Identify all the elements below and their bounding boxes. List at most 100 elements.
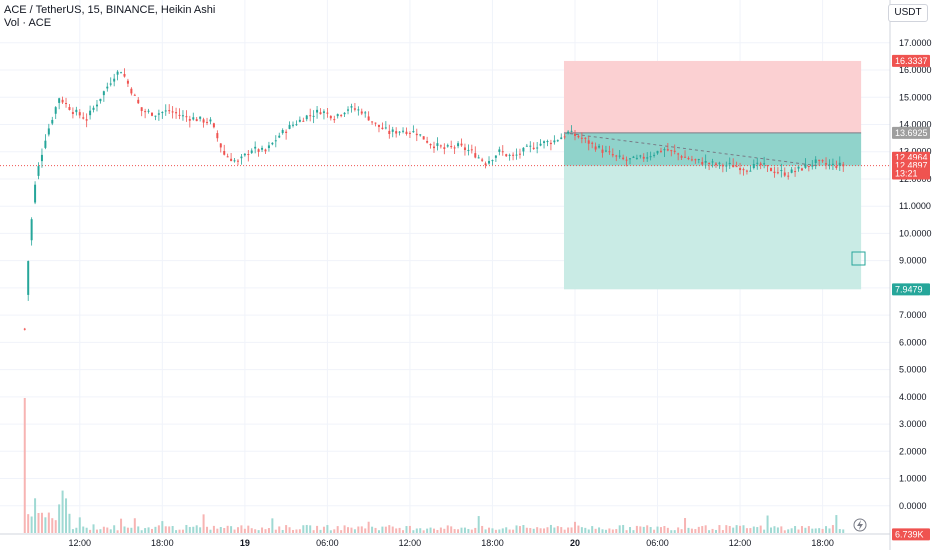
candle-body <box>728 162 731 164</box>
y-tick-label: 11.0000 <box>899 201 931 211</box>
candle-body <box>422 136 425 140</box>
candle-body <box>601 149 604 153</box>
volume-bar <box>274 529 277 533</box>
currency-button[interactable]: USDT <box>888 4 928 22</box>
candle-body <box>147 110 150 112</box>
candle-body <box>783 172 786 176</box>
candle-body <box>714 163 717 165</box>
candle-body <box>353 108 356 110</box>
volume-bar <box>92 524 95 533</box>
candle-body <box>505 154 508 157</box>
candle-body <box>539 143 542 146</box>
volume-bar <box>133 518 136 533</box>
volume-bar <box>147 527 150 533</box>
x-tick-label: 06:00 <box>646 538 669 548</box>
candle-body <box>267 145 270 149</box>
volume-bar <box>659 527 662 533</box>
volume-bar <box>426 528 429 533</box>
candle-body <box>656 150 659 154</box>
candle-body <box>295 124 298 126</box>
volume-bar <box>525 527 528 533</box>
volume-bar <box>828 528 831 533</box>
volume-bar <box>261 527 264 533</box>
y-tick-label: 3.0000 <box>899 419 927 429</box>
candle-body <box>512 154 515 156</box>
volume-bar <box>618 525 621 533</box>
candle-body <box>690 159 693 161</box>
candle-body <box>745 170 748 172</box>
candle-body <box>133 94 136 96</box>
x-tick-label: 12:00 <box>69 538 92 548</box>
volume-bar <box>677 527 680 533</box>
volume-bar <box>450 526 453 533</box>
candle-body <box>154 115 157 117</box>
candle-body <box>336 114 339 117</box>
candle-body <box>446 145 449 147</box>
candle-body <box>800 168 803 171</box>
candle-body <box>68 107 71 110</box>
volume-bar <box>642 526 645 533</box>
volume-bar <box>364 528 367 533</box>
candle-body <box>377 124 380 127</box>
candle-body <box>305 115 308 120</box>
volume-bar <box>154 526 157 533</box>
candle-body <box>831 163 834 165</box>
candle-body <box>202 119 205 123</box>
chart-legend: ACE / TetherUS, 15, BINANCE, Heikin Ashi… <box>4 4 215 30</box>
volume-bar <box>212 525 215 533</box>
price-axis: 17.000016.000015.000014.000013.000012.00… <box>889 0 932 550</box>
candle-body <box>780 170 783 172</box>
candle-body <box>804 164 807 168</box>
volume-bar <box>477 516 480 533</box>
volume-bar <box>639 526 642 533</box>
candle-body <box>192 117 195 120</box>
volume-bar <box>838 529 841 533</box>
volume-bar <box>123 526 126 533</box>
volume-bar <box>759 525 762 533</box>
candle-body <box>168 110 171 112</box>
volume-bar <box>804 527 807 533</box>
volume-bar <box>725 525 728 533</box>
candle-body <box>178 114 181 116</box>
candle-body <box>302 120 305 122</box>
volume-bar <box>171 526 174 533</box>
candle-body <box>161 112 164 114</box>
volume-bar <box>85 527 88 533</box>
volume-bar <box>267 528 270 533</box>
volume-bar <box>818 528 821 533</box>
candle-body <box>188 119 191 121</box>
volume-bar <box>336 526 339 533</box>
candle-body <box>766 165 769 167</box>
last-price-tag: 12.4897 <box>895 161 928 171</box>
volume-bar <box>271 518 274 533</box>
volume-bar <box>405 526 408 533</box>
candle-body <box>285 131 288 133</box>
candle-body <box>470 149 473 151</box>
candle-body <box>288 125 291 129</box>
volume-bar <box>285 525 288 533</box>
volume-bar <box>233 529 236 533</box>
volume-bar <box>240 525 243 533</box>
volume-bar <box>99 529 102 533</box>
y-tick-label: 6.0000 <box>899 337 927 347</box>
volume-bar <box>543 528 546 533</box>
volume-bar <box>71 529 74 533</box>
candle-body <box>684 156 687 158</box>
volume-bar <box>113 525 116 533</box>
volume-bar <box>82 526 85 533</box>
candle-body <box>673 150 676 152</box>
candle-body <box>333 119 336 121</box>
candle-body <box>484 163 487 166</box>
candle-body <box>364 112 367 114</box>
volume-bar <box>377 530 380 533</box>
volume-bar <box>567 527 570 533</box>
candle-body <box>175 112 178 114</box>
x-tick-label: 20 <box>570 538 580 548</box>
volume-bar <box>807 526 810 533</box>
volume-bar <box>745 528 748 533</box>
candle-body <box>794 171 797 173</box>
volume-bar <box>47 512 50 533</box>
candle-body <box>776 172 779 174</box>
